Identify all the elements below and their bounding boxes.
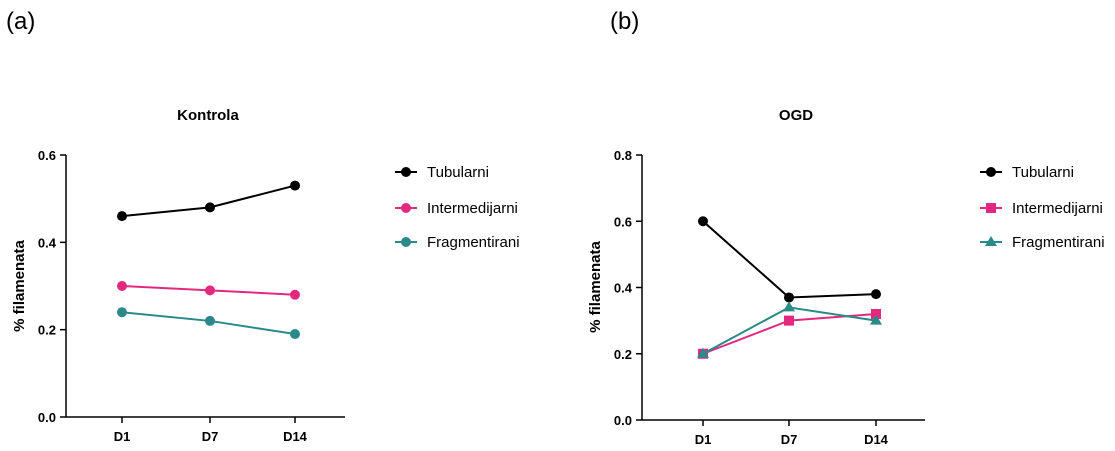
x-tick-label: D1 [114,429,131,444]
legend-label: Tubularni [427,164,489,181]
data-point [870,314,882,325]
data-point [871,309,881,319]
legend-item-fragmentirani: Fragmentirani [980,234,1105,251]
x-tick-label: D14 [283,429,308,444]
y-axis-label: % filamenata [587,240,604,332]
y-tick-label: 0.4 [38,235,57,250]
legend-marker [985,236,997,246]
data-point [871,289,881,300]
y-tick-label: 0.2 [38,323,56,338]
y-tick-label: 0.8 [614,148,632,163]
series-fragmentirani [117,307,300,340]
data-point [784,292,794,303]
x-tick-label: D7 [202,429,219,444]
legend-item-intermedijarni: Intermedijarni [980,200,1103,217]
y-tick-label: 0.6 [614,214,632,229]
legend-item-tubularni: Tubularni [980,164,1074,181]
legend-label: Intermedijarni [1012,200,1103,217]
data-point [698,216,708,227]
x-tick-label: D14 [864,432,889,447]
data-point [784,315,794,326]
data-point [205,202,215,213]
data-point [117,211,127,222]
data-point [783,301,795,312]
series-line [702,306,877,355]
series-fragmentirani [697,301,882,358]
panel-b-label: (b) [610,8,640,35]
chart-ogd: OGD % filamenata 0.0 0.2 0.4 0.6 0.8 D1 D7 D14 Tub… [587,107,1105,447]
y-tick-label: 0.0 [614,413,632,428]
y-tick-label: 0.4 [614,281,633,296]
legend-item-tubularni: Tubularni [395,164,489,181]
series-tubularni [698,216,881,303]
data-point [205,285,215,296]
chart-kontrola: Kontrola % filamenata 0.0 0.2 0.4 0.6 D1 D7 D14 T… [11,107,520,444]
y-tick-label: 0.6 [38,148,56,163]
data-point [117,281,127,291]
y-tick-label: 0.0 [38,410,56,425]
legend-item-fragmentirani: Fragmentirani [395,234,520,251]
chart-title: OGD [779,107,813,124]
legend-marker [401,203,411,213]
legend-label: Tubularni [1012,164,1074,181]
x-tick-label: D7 [781,432,798,447]
data-point [290,329,300,340]
y-tick-label: 0.2 [614,347,632,362]
legend-marker [401,237,411,247]
data-point [205,315,215,326]
data-point [290,289,300,300]
legend-item-intermedijarni: Intermedijarni [395,200,518,217]
data-point [290,180,300,191]
panel-a-label: (a) [6,8,36,35]
legend-label: Fragmentirani [1012,234,1105,251]
x-tick-label: D1 [695,432,712,447]
legend-marker [401,167,411,177]
legend-label: Fragmentirani [427,234,520,251]
series-intermedijarni [117,281,300,300]
data-point [117,307,127,318]
data-point [697,347,709,358]
legend-marker [986,203,996,213]
series-line [702,220,877,299]
y-axis-label: % filamenata [11,239,28,331]
legend-label: Intermedijarni [427,200,518,217]
legend-marker [986,167,996,177]
series-tubularni [117,180,300,222]
chart-title: Kontrola [177,107,239,124]
